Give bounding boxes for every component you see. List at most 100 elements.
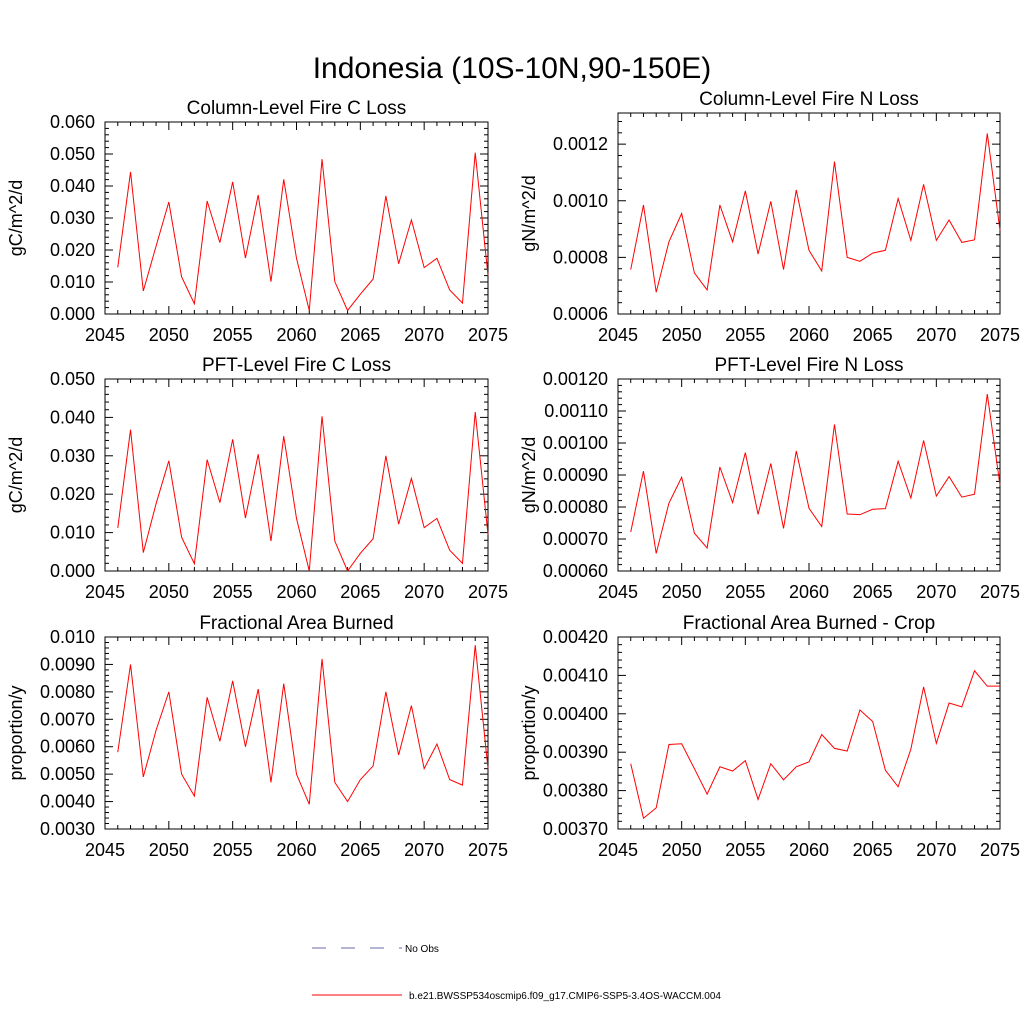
x-tick-label: 2075 xyxy=(468,840,508,860)
y-tick-label: 0.00420 xyxy=(543,627,608,647)
legend-model-label: b.e21.BWSSP534oscmip6.f09_g17.CMIP6-SSP5… xyxy=(409,991,721,1002)
panel-title: PFT-Level Fire C Loss xyxy=(202,355,391,376)
x-tick-label: 2055 xyxy=(725,582,765,602)
x-tick-label: 2055 xyxy=(725,840,765,860)
x-tick-label: 2065 xyxy=(340,840,380,860)
x-tick-label: 2070 xyxy=(916,582,956,602)
x-tick-label: 2075 xyxy=(468,325,508,345)
panel-pft-fire-c: PFT-Level Fire C Loss gC/m^2/d 2045 2050 205… xyxy=(6,355,508,602)
y-tick-label: 0.010 xyxy=(50,627,95,647)
y-axis-label: proportion/y xyxy=(6,685,26,780)
x-tick-label: 2055 xyxy=(213,840,253,860)
x-tick-label: 2070 xyxy=(916,325,956,345)
y-tick-label: 0.0080 xyxy=(40,682,95,702)
y-tick-label: 0.000 xyxy=(50,561,95,581)
y-tick-label: 0.030 xyxy=(50,208,95,228)
x-tick-label: 2050 xyxy=(662,325,702,345)
y-tick-label: 0.040 xyxy=(50,176,95,196)
y-tick-label: 0.00380 xyxy=(543,781,608,801)
y-tick-label: 0.00110 xyxy=(544,401,608,421)
x-tick-label: 2050 xyxy=(149,582,189,602)
y-tick-label: 0.010 xyxy=(50,523,95,543)
x-tick-label: 2075 xyxy=(980,325,1020,345)
plot-frame xyxy=(617,636,1001,830)
y-tick-label: 0.030 xyxy=(50,446,95,466)
panel-pft-fire-n: PFT-Level Fire N Loss gN/m^2/d 2045 2050 205… xyxy=(519,355,1020,602)
series-line-col-fire-c xyxy=(117,152,489,312)
series-line-col-fire-n xyxy=(630,133,1001,293)
plot-frame xyxy=(617,378,1001,572)
y-tick-label: 0.0040 xyxy=(40,792,95,812)
y-tick-label: 0.050 xyxy=(50,144,95,164)
y-tick-label: 0.000 xyxy=(50,304,95,324)
x-tick-label: 2065 xyxy=(853,325,893,345)
y-axis-label: gC/m^2/d xyxy=(6,180,26,256)
panel-col-fire-c: Column-Level Fire C Loss gC/m^2/d 2045 2050… xyxy=(6,98,508,345)
panel-col-fire-n: Column-Level Fire N Loss gN/m^2/d 2045 2050… xyxy=(519,89,1020,345)
y-tick-label: 0.010 xyxy=(50,272,95,292)
x-tick-label: 2050 xyxy=(149,325,189,345)
series-line-area-burned xyxy=(117,645,489,805)
x-tick-label: 2050 xyxy=(662,840,702,860)
series-line-area-burned-crop xyxy=(630,669,1000,820)
x-tick-label: 2065 xyxy=(340,325,380,345)
x-tick-label: 2060 xyxy=(789,582,829,602)
y-axis-label: gN/m^2/d xyxy=(519,175,539,251)
panel-title: Column-Level Fire C Loss xyxy=(187,98,407,119)
y-tick-label: 0.020 xyxy=(50,484,95,504)
x-tick-label: 2045 xyxy=(598,582,638,602)
y-tick-label: 0.0008 xyxy=(553,247,608,267)
panel-title: Column-Level Fire N Loss xyxy=(699,89,919,110)
plot-frame xyxy=(104,378,489,572)
y-tick-label: 0.00090 xyxy=(543,465,608,485)
y-tick-label: 0.0010 xyxy=(553,191,608,211)
y-tick-label: 0.00100 xyxy=(543,433,608,453)
x-tick-label: 2060 xyxy=(276,840,316,860)
panels: Column-Level Fire C Loss gC/m^2/d 2045 2050… xyxy=(6,89,1020,860)
y-tick-label: 0.020 xyxy=(50,240,95,260)
x-tick-label: 2075 xyxy=(980,582,1020,602)
x-tick-label: 2045 xyxy=(598,325,638,345)
x-tick-label: 2060 xyxy=(276,325,316,345)
x-tick-label: 2075 xyxy=(468,582,508,602)
x-tick-label: 2065 xyxy=(853,582,893,602)
x-tick-label: 2070 xyxy=(916,840,956,860)
x-tick-label: 2065 xyxy=(340,582,380,602)
y-tick-label: 0.0012 xyxy=(553,134,608,154)
x-tick-label: 2060 xyxy=(789,325,829,345)
x-tick-label: 2055 xyxy=(213,325,253,345)
y-axis-label: gC/m^2/d xyxy=(6,437,26,513)
series-line-pft-fire-n xyxy=(630,393,1001,554)
x-tick-label: 2060 xyxy=(789,840,829,860)
y-tick-label: 0.00060 xyxy=(543,561,608,581)
x-tick-label: 2075 xyxy=(980,840,1020,860)
x-tick-label: 2060 xyxy=(276,582,316,602)
panel-area-burned-crop: Fractional Area Burned - Crop proportion/… xyxy=(519,613,1020,860)
y-tick-label: 0.0050 xyxy=(40,764,95,784)
panel-title: Fractional Area Burned xyxy=(199,613,393,634)
x-tick-label: 2055 xyxy=(213,582,253,602)
y-tick-label: 0.0030 xyxy=(40,819,95,839)
y-tick-label: 0.00400 xyxy=(543,704,608,724)
y-tick-label: 0.040 xyxy=(50,407,95,427)
x-tick-label: 2065 xyxy=(853,840,893,860)
x-tick-label: 2070 xyxy=(404,840,444,860)
x-tick-label: 2045 xyxy=(598,840,638,860)
plot-frame xyxy=(617,112,1001,315)
y-tick-label: 0.00410 xyxy=(543,665,608,685)
x-tick-label: 2055 xyxy=(725,325,765,345)
panel-area-burned: Fractional Area Burned proportion/y 2045 20… xyxy=(6,613,508,860)
y-tick-label: 0.0090 xyxy=(40,654,95,674)
y-tick-label: 0.060 xyxy=(50,112,95,132)
series-line-pft-fire-c xyxy=(117,411,489,573)
y-tick-label: 0.00390 xyxy=(543,742,608,762)
x-tick-label: 2045 xyxy=(85,840,125,860)
y-tick-label: 0.00080 xyxy=(543,497,608,517)
panel-title: PFT-Level Fire N Loss xyxy=(715,355,904,376)
y-tick-label: 0.00120 xyxy=(543,369,608,389)
figure-title: Indonesia (10S-10N,90-150E) xyxy=(313,52,712,85)
panel-title: Fractional Area Burned - Crop xyxy=(683,613,935,634)
y-axis-label: gN/m^2/d xyxy=(519,437,539,513)
y-tick-label: 0.0006 xyxy=(553,304,608,324)
